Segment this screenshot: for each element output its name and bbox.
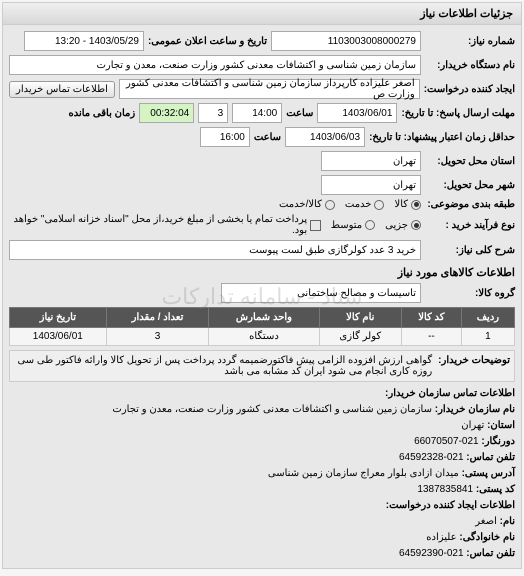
radio-dot-icon: [411, 220, 421, 230]
radio-goods-label: کالا: [394, 199, 408, 210]
city-label: شهر محل تحویل:: [425, 180, 515, 191]
delivery-date: 1403/06/03: [285, 127, 365, 147]
contact-title: اطلاعات تماس سازمان خریدار:: [9, 386, 515, 402]
fname-value: اصغر: [475, 516, 497, 527]
notes-box: توضیحات خریدار: گواهی ارزش افزوده الزامی…: [9, 350, 515, 382]
lname-value: علیزاده: [426, 532, 456, 543]
table-header-row: ردیف کد کالا نام کالا واحد شمارش تعداد /…: [10, 308, 515, 328]
contact-info-button[interactable]: اطلاعات تماس خریدار: [9, 81, 115, 98]
checkbox-icon: [310, 220, 321, 231]
deadline-date: 1403/06/01: [317, 103, 397, 123]
radio-service-label: خدمت: [345, 199, 372, 210]
radio-dot-icon: [411, 200, 421, 210]
group-label: گروه کالا:: [425, 288, 515, 299]
fax-label: دورنگار:: [481, 436, 515, 447]
panel-body: شماره نیاز: 1103003008000279 تاریخ و ساع…: [3, 25, 521, 568]
subject-value: خرید 3 عدد کولرگازی طبق لست پیوست: [9, 240, 421, 260]
radio-both[interactable]: کالا/خدمت: [279, 199, 335, 210]
delivery-label: حداقل زمان اعتبار پیشنهاد: تا تاریخ:: [369, 132, 515, 143]
org-label: نام سازمان خریدار:: [435, 404, 515, 415]
td-code: --: [402, 328, 462, 346]
th-unit: واحد شمارش: [209, 308, 319, 328]
radio-low-label: جزیی: [385, 220, 408, 231]
addr-label: آدرس پستی:: [462, 468, 515, 479]
notes-label: توضیحات خریدار:: [438, 355, 510, 377]
cphone-label: تلفن تماس:: [466, 548, 515, 559]
td-row: 1: [461, 328, 514, 346]
creator-contact-title: اطلاعات ایجاد کننده درخواست:: [9, 498, 515, 514]
datetime-value: 1403/05/29 - 13:20: [24, 31, 144, 51]
deadline-label: مهلت ارسال پاسخ: تا تاریخ:: [401, 108, 515, 119]
notes-text: گواهی ارزش افزوده الزامی پیش فاکتورضمیمه…: [14, 355, 432, 377]
td-date: 1403/06/01: [10, 328, 107, 346]
city-value: تهران: [321, 175, 421, 195]
cprovince-label: استان:: [487, 420, 515, 431]
radio-goods[interactable]: کالا: [394, 199, 421, 210]
priority-radio-group: جزیی متوسط پرداخت تمام یا بخشی از مبلغ خ…: [9, 214, 421, 236]
radio-dot-icon: [325, 200, 335, 210]
th-qty: تعداد / مقدار: [106, 308, 209, 328]
creator-label: ایجاد کننده درخواست:: [424, 84, 515, 95]
cphone-value: 021-64592390: [399, 548, 464, 559]
cprovince-value: تهران: [461, 420, 484, 431]
number-value: 1103003008000279: [271, 31, 421, 51]
subject-label: شرح کلی نیاز:: [425, 245, 515, 256]
type-radio-group: کالا خدمت کالا/خدمت: [279, 199, 421, 210]
priority-label: نوع فرآیند خرید :: [425, 220, 515, 231]
panel-title: جزئیات اطلاعات نیاز: [3, 3, 521, 25]
remaining-value: 00:32:04: [139, 103, 194, 123]
td-unit: دستگاه: [209, 328, 319, 346]
lname-label: نام خانوادگی:: [459, 532, 515, 543]
radio-mid-label: متوسط: [331, 220, 362, 231]
td-qty: 3: [106, 328, 209, 346]
delivery-time: 16:00: [200, 127, 250, 147]
radio-low[interactable]: جزیی: [385, 220, 421, 231]
org-value: سازمان زمین شناسی و اکتشافات معدنی کشور …: [112, 404, 432, 415]
radio-dot-icon: [374, 200, 384, 210]
td-name: کولر گازی: [319, 328, 402, 346]
zip-value: 1387835841: [417, 484, 473, 495]
budget-label: طبقه بندی موضوعی:: [425, 199, 515, 210]
contact-section: اطلاعات تماس سازمان خریدار: نام سازمان خ…: [9, 386, 515, 562]
radio-both-label: کالا/خدمت: [279, 199, 322, 210]
fname-label: نام:: [500, 516, 515, 527]
priority-note: پرداخت تمام یا بخشی از مبلغ خرید،از محل …: [9, 214, 307, 236]
province-label: استان محل تحویل:: [425, 156, 515, 167]
zip-label: کد پستی:: [476, 484, 515, 495]
radio-mid[interactable]: متوسط: [331, 220, 375, 231]
addr-value: میدان ازادی بلوار معراج سازمان زمین شناس…: [268, 468, 459, 479]
th-code: کد کالا: [402, 308, 462, 328]
remaining-label: زمان باقی مانده: [68, 108, 135, 119]
province-value: تهران: [321, 151, 421, 171]
deadline-time: 14:00: [232, 103, 282, 123]
number-label: شماره نیاز:: [425, 36, 515, 47]
radio-dot-icon: [365, 220, 375, 230]
phone-value: 021-64592328: [399, 452, 464, 463]
table-row: 1 -- کولر گازی دستگاه 3 1403/06/01: [10, 328, 515, 346]
details-panel: جزئیات اطلاعات نیاز شماره نیاز: 11030030…: [2, 2, 522, 569]
th-name: نام کالا: [319, 308, 402, 328]
buyer-value: سازمان زمین شناسی و اکتشافات معدنی کشور …: [9, 55, 421, 75]
creator-value: اصغر علیزاده کارپرداز سازمان زمین شناسی …: [119, 79, 420, 99]
delivery-time-label: ساعت: [254, 132, 281, 143]
fax-value: 021-66070507: [414, 436, 479, 447]
goods-table: ردیف کد کالا نام کالا واحد شمارش تعداد /…: [9, 307, 515, 346]
group-value: تاسیسات و مصالح ساختمانی: [221, 283, 421, 303]
datetime-label: تاریخ و ساعت اعلان عمومی:: [148, 36, 267, 47]
th-row: ردیف: [461, 308, 514, 328]
phone-label: تلفن تماس:: [466, 452, 515, 463]
deadline-time-label: ساعت: [286, 108, 313, 119]
remaining-days: 3: [198, 103, 228, 123]
goods-section-title: اطلاعات کالاهای مورد نیاز: [9, 266, 515, 279]
check-note[interactable]: پرداخت تمام یا بخشی از مبلغ خرید،از محل …: [9, 214, 321, 236]
th-date: تاریخ نیاز: [10, 308, 107, 328]
buyer-label: نام دستگاه خریدار:: [425, 60, 515, 71]
radio-service[interactable]: خدمت: [345, 199, 385, 210]
